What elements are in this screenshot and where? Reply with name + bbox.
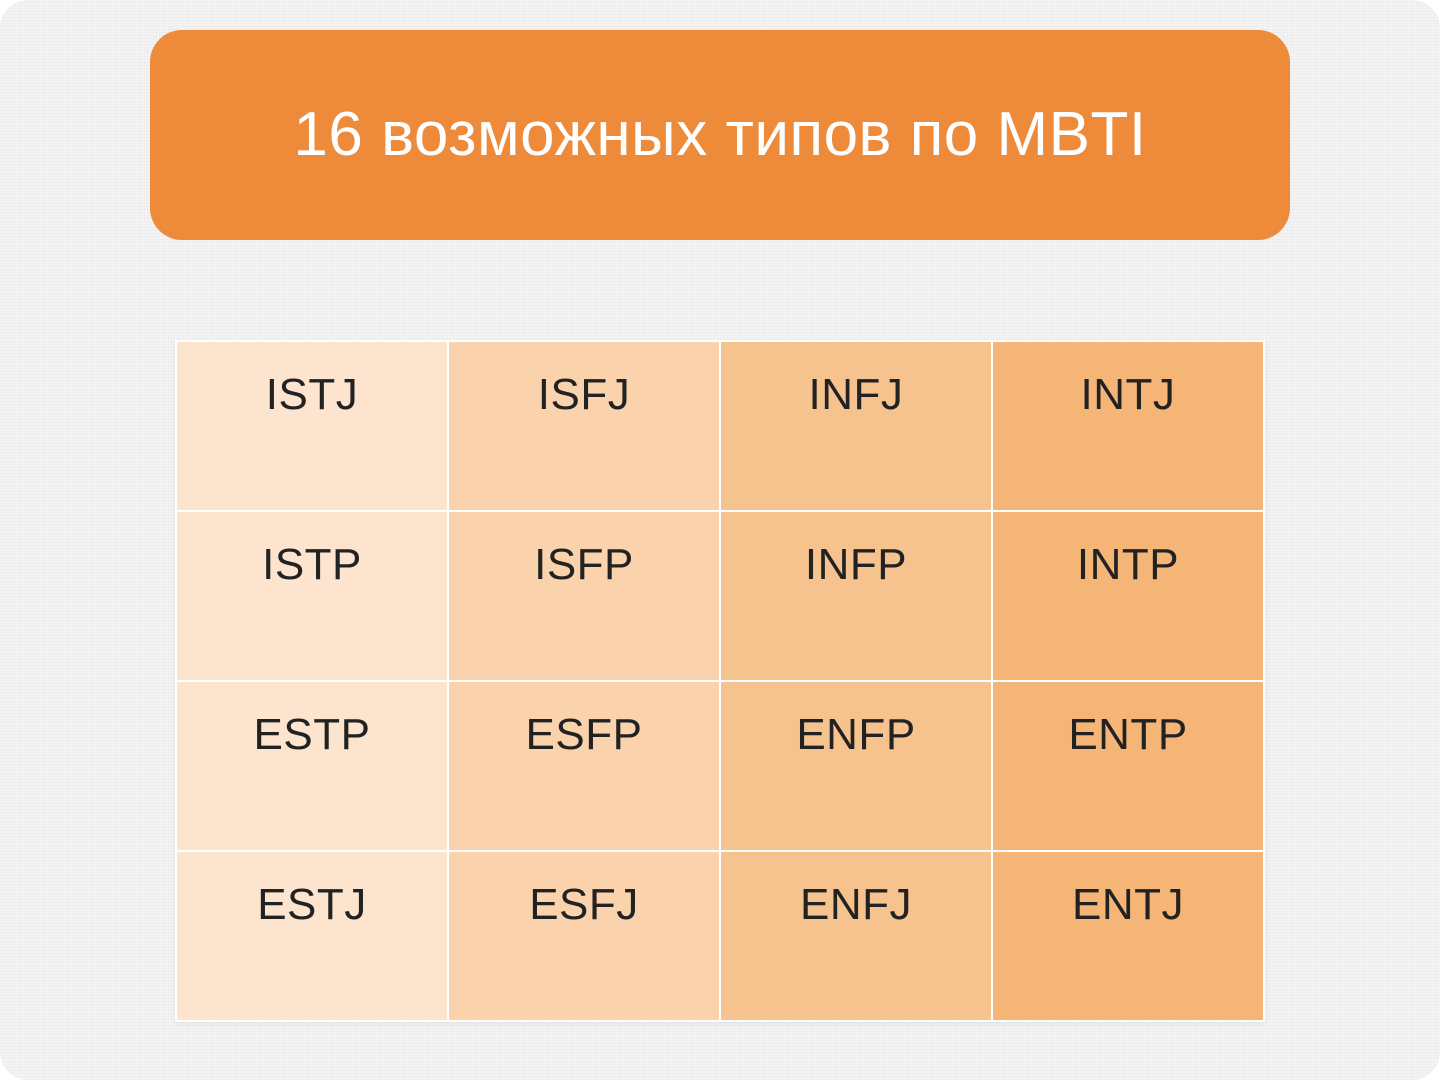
table-row: ESTJ ESFJ ENFJ ENTJ xyxy=(176,851,1264,1021)
table-cell: ESTP xyxy=(176,681,448,851)
table-row: ISTP ISFP INFP INTP xyxy=(176,511,1264,681)
table-cell: ESFJ xyxy=(448,851,720,1021)
table-cell: ESTJ xyxy=(176,851,448,1021)
table-cell: ENTJ xyxy=(992,851,1264,1021)
mbti-table-container: ISTJ ISFJ INFJ INTJ ISTP ISFP INFP INTP … xyxy=(175,340,1265,1022)
table-cell: ISFP xyxy=(448,511,720,681)
title-text: 16 возможных типов по MBTI xyxy=(293,99,1146,170)
table-cell: INFP xyxy=(720,511,992,681)
table-cell: ISFJ xyxy=(448,341,720,511)
table-cell: INTJ xyxy=(992,341,1264,511)
table-cell: ENTP xyxy=(992,681,1264,851)
table-cell: ISTJ xyxy=(176,341,448,511)
table-cell: INFJ xyxy=(720,341,992,511)
table-cell: ESFP xyxy=(448,681,720,851)
table-row: ESTP ESFP ENFP ENTP xyxy=(176,681,1264,851)
table-cell: INTP xyxy=(992,511,1264,681)
mbti-table: ISTJ ISFJ INFJ INTJ ISTP ISFP INFP INTP … xyxy=(175,340,1265,1022)
table-cell: ENFP xyxy=(720,681,992,851)
table-cell: ENFJ xyxy=(720,851,992,1021)
title-banner: 16 возможных типов по MBTI xyxy=(150,30,1290,240)
table-cell: ISTP xyxy=(176,511,448,681)
table-row: ISTJ ISFJ INFJ INTJ xyxy=(176,341,1264,511)
